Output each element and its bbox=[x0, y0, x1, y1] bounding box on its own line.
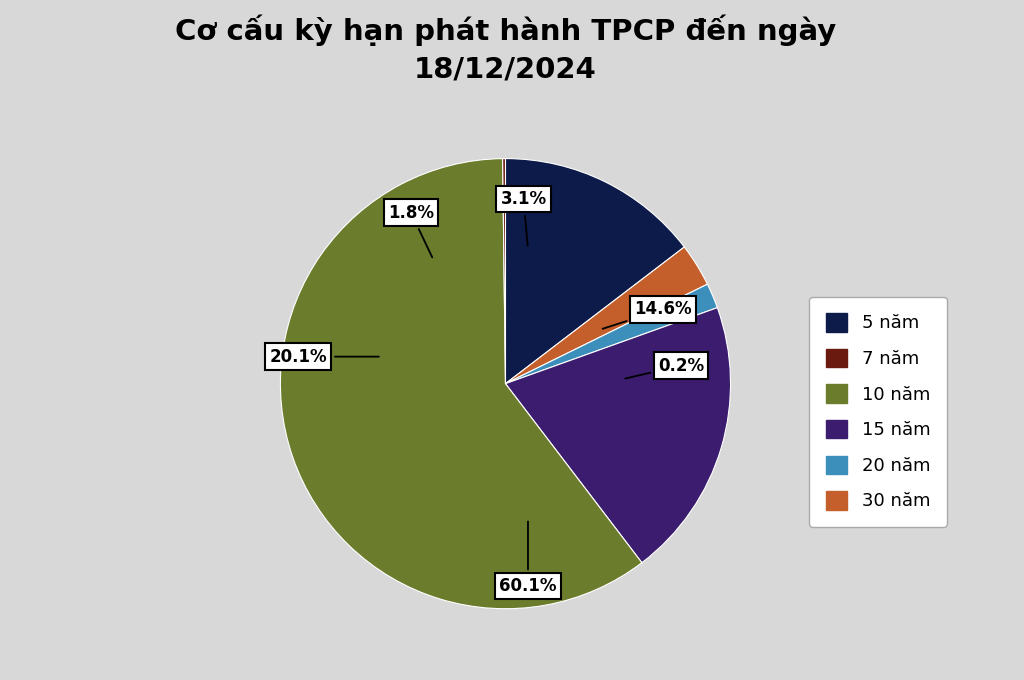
Text: 3.1%: 3.1% bbox=[501, 190, 547, 246]
Text: 1.8%: 1.8% bbox=[388, 203, 434, 257]
Wedge shape bbox=[281, 158, 642, 609]
Wedge shape bbox=[506, 284, 718, 384]
Text: 14.6%: 14.6% bbox=[603, 301, 692, 329]
Legend: 5 năm, 7 năm, 10 năm, 15 năm, 20 năm, 30 năm: 5 năm, 7 năm, 10 năm, 15 năm, 20 năm, 30… bbox=[809, 297, 946, 527]
Wedge shape bbox=[506, 247, 708, 384]
Wedge shape bbox=[506, 307, 730, 563]
Text: 0.2%: 0.2% bbox=[626, 356, 705, 379]
Text: 20.1%: 20.1% bbox=[269, 347, 379, 366]
Title: Cơ cấu kỳ hạn phát hành TPCP đến ngày
18/12/2024: Cơ cấu kỳ hạn phát hành TPCP đến ngày 18… bbox=[175, 15, 837, 83]
Text: 60.1%: 60.1% bbox=[500, 522, 557, 595]
Wedge shape bbox=[503, 158, 506, 384]
Wedge shape bbox=[506, 158, 684, 384]
